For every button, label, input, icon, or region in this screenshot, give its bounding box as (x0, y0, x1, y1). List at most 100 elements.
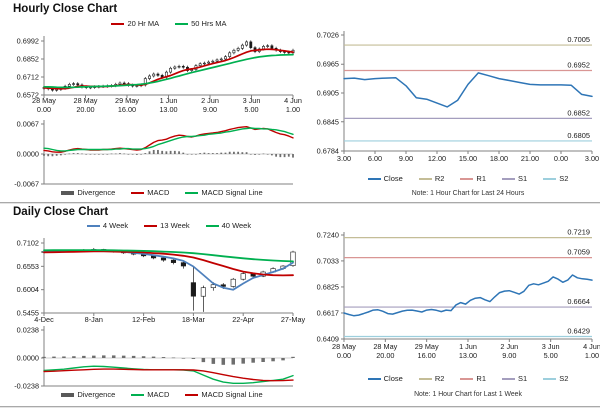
legend-item: 50 Hrs MA (175, 19, 227, 28)
legend-item: Close (367, 174, 403, 183)
legend-label: Divergence (77, 188, 116, 197)
legend-item: Divergence (61, 390, 115, 399)
svg-text:9.00: 9.00 (203, 105, 217, 114)
svg-text:28 May: 28 May (373, 342, 397, 351)
legend-swatch (460, 377, 474, 380)
legend-item: Divergence (61, 188, 115, 197)
svg-text:0.6004: 0.6004 (17, 285, 39, 294)
svg-text:0.00: 0.00 (337, 351, 351, 360)
legend-swatch (418, 177, 432, 180)
svg-text:0.5455: 0.5455 (17, 309, 39, 318)
svg-text:0.6572: 0.6572 (17, 91, 39, 100)
legend-item: Close (367, 374, 403, 383)
legend-label: MACD (147, 188, 170, 197)
legend-swatch (502, 177, 515, 180)
svg-text:0.00: 0.00 (37, 105, 51, 114)
legend-item: S2 (543, 174, 568, 183)
svg-text:0.7033: 0.7033 (317, 256, 339, 265)
svg-text:18.00: 18.00 (490, 154, 508, 163)
legend-swatch (61, 392, 75, 397)
svg-text:27-May: 27-May (281, 315, 306, 324)
hourly-ma-legend: 20 Hr MA 50 Hrs MA (44, 19, 294, 28)
legend-item: MACD (131, 188, 169, 197)
svg-text:0.6905: 0.6905 (317, 89, 339, 98)
hourly-pivot-legend: Close R2 R1 S1 S2 (344, 174, 592, 183)
svg-text:0.6409: 0.6409 (317, 335, 339, 344)
svg-text:0.0067: 0.0067 (17, 120, 39, 129)
legend-label: 40 Week (221, 221, 252, 230)
legend-swatch (205, 224, 219, 227)
svg-text:29 May: 29 May (415, 342, 439, 351)
legend-label: R1 (476, 174, 486, 183)
svg-text:0.6845: 0.6845 (317, 117, 339, 126)
svg-text:15.00: 15.00 (459, 154, 477, 163)
legend-label: MACD (147, 390, 170, 399)
daily_pivot-plot: 0.7240 0.7033 0.6825 0.6617 0.6409 28 May 0.00… (317, 228, 600, 360)
svg-text:0.6992: 0.6992 (17, 37, 39, 46)
legend-swatch (111, 22, 125, 25)
legend-swatch (460, 177, 474, 180)
svg-text:1 Jun: 1 Jun (160, 96, 178, 105)
legend-label: Close (383, 374, 403, 383)
svg-text:5.00: 5.00 (544, 351, 558, 360)
hourly-macd-plot: 0.0067 0.0000 -0.0067 (14, 120, 294, 189)
svg-text:4 Jun: 4 Jun (284, 96, 302, 105)
svg-text:0.6825: 0.6825 (317, 282, 339, 291)
legend-swatch (131, 393, 145, 396)
legend-label: R2 (434, 174, 445, 183)
svg-text:0.6852: 0.6852 (567, 108, 590, 117)
svg-text:4 Jun: 4 Jun (583, 342, 600, 351)
legend-label: R1 (476, 374, 486, 383)
svg-text:0.00: 0.00 (554, 154, 568, 163)
legend-swatch (367, 377, 381, 380)
legend-item: S1 (502, 374, 527, 383)
svg-text:1.00: 1.00 (585, 351, 599, 360)
svg-text:16.00: 16.00 (418, 351, 436, 360)
legend-item: 13 Week (144, 221, 190, 230)
legend-label: S1 (518, 374, 528, 383)
svg-text:28 May: 28 May (32, 96, 56, 105)
legend-item: 40 Week (205, 221, 252, 230)
legend-item: R2 (418, 174, 445, 183)
svg-text:0.6852: 0.6852 (17, 55, 39, 64)
svg-text:0.6965: 0.6965 (317, 60, 339, 69)
legend-label: S2 (559, 174, 569, 183)
legend-swatch (543, 177, 557, 180)
svg-text:8-Jan: 8-Jan (85, 315, 103, 324)
svg-text:0.6712: 0.6712 (17, 73, 39, 82)
svg-text:3 Jun: 3 Jun (542, 342, 560, 351)
svg-text:4-Dec: 4-Dec (34, 315, 54, 324)
legend-label: MACD Signal Line (201, 188, 263, 197)
hourly-pivot-note: Note: 1 Hour Chart for Last 24 Hours (411, 190, 525, 197)
svg-text:12.00: 12.00 (428, 154, 446, 163)
svg-text:13.00: 13.00 (159, 105, 177, 114)
legend-item: 4 Week (86, 221, 129, 230)
svg-text:3.00: 3.00 (585, 154, 599, 163)
svg-text:13.00: 13.00 (459, 351, 477, 360)
svg-text:0.7240: 0.7240 (317, 231, 339, 240)
svg-text:1 Jun: 1 Jun (459, 342, 477, 351)
svg-text:5.00: 5.00 (244, 105, 258, 114)
legend-swatch (502, 377, 515, 380)
legend-label: Divergence (77, 390, 116, 399)
legend-item: R1 (460, 374, 486, 383)
legend-label: 4 Week (102, 221, 129, 230)
hourly-macd-legend: Divergence MACD MACD Signal Line (30, 188, 294, 197)
legend-item: R2 (418, 374, 444, 383)
legend-item: S1 (502, 174, 527, 183)
svg-text:20.00: 20.00 (76, 105, 94, 114)
legend-label: Close (383, 174, 403, 183)
svg-text:0.6617: 0.6617 (317, 308, 339, 317)
svg-text:29 May: 29 May (115, 96, 139, 105)
daily-pivot-legend: Close R2 R1 S1 S2 (344, 374, 592, 383)
legend-swatch (418, 377, 432, 380)
svg-text:21.00: 21.00 (521, 154, 539, 163)
legend-label: S2 (559, 374, 569, 383)
legend-swatch (61, 190, 75, 195)
legend-item: R1 (460, 174, 486, 183)
daily-macd-plot: 0.0238 0.0000 -0.0238 (14, 326, 295, 391)
